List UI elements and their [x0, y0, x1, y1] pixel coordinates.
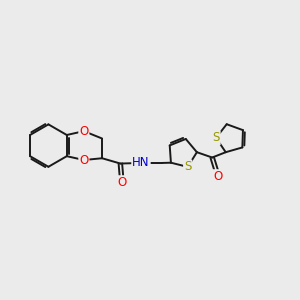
Text: S: S [184, 160, 191, 173]
Text: HN: HN [132, 157, 150, 169]
Text: O: O [214, 170, 223, 183]
Text: O: O [79, 154, 88, 166]
Text: O: O [117, 176, 127, 189]
Text: O: O [79, 125, 88, 138]
Text: S: S [212, 131, 220, 144]
